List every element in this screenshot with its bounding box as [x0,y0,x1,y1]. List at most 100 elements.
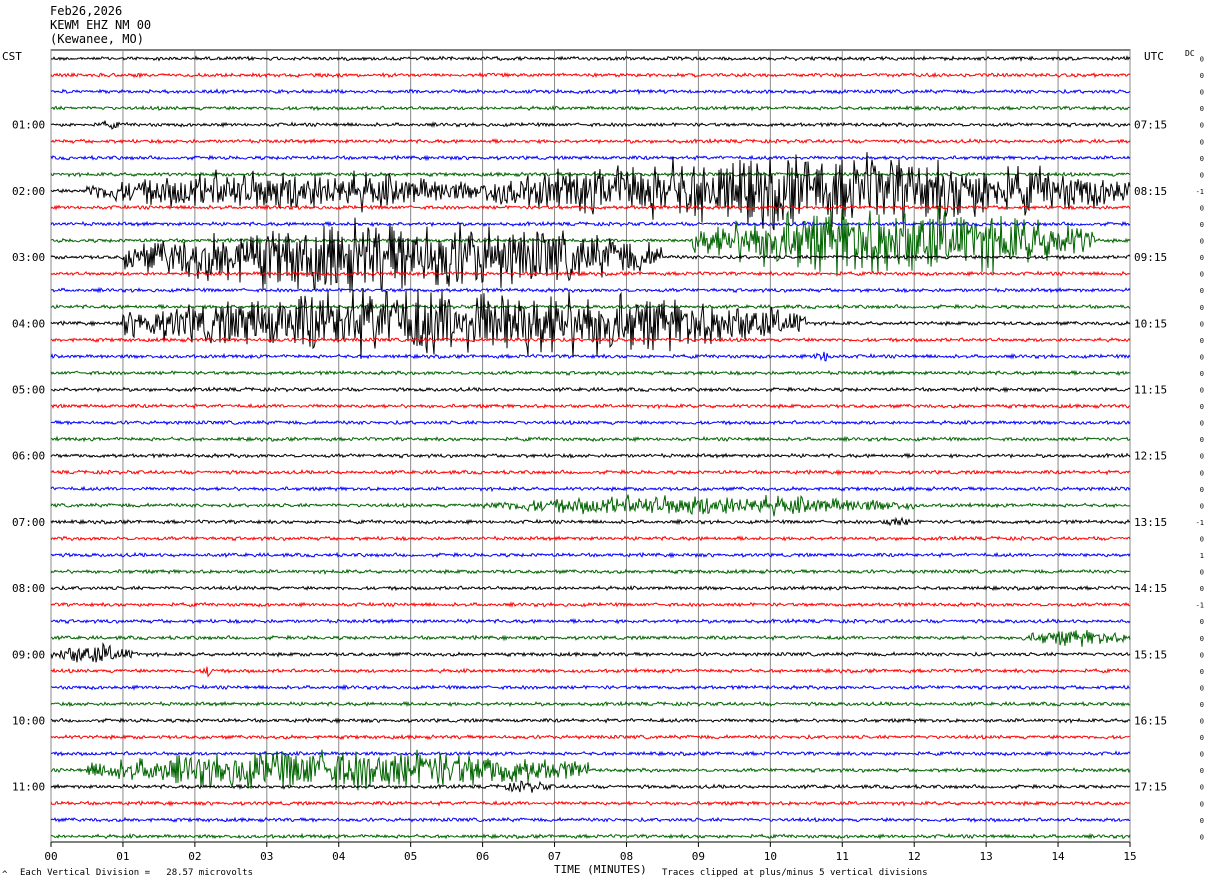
dc-offset-value: 0 [1200,72,1204,80]
x-tick-label: 10 [764,850,777,863]
seismic-trace [50,203,1131,211]
seismic-trace [50,369,1131,377]
cst-hour-label: 09:00 [12,648,45,661]
dc-offset-value: 0 [1200,718,1204,726]
x-tick-label: 04 [332,850,346,863]
cst-hour-label: 11:00 [12,781,45,794]
seismic-traces [50,55,1131,840]
seismic-trace [50,351,1131,362]
utc-hour-label: 16:15 [1134,715,1167,728]
x-tick-label: 11 [836,850,849,863]
seismic-trace [50,780,1130,793]
x-tick-label: 01 [116,850,129,863]
seismic-trace [50,750,1131,757]
clip-note: Traces clipped at plus/minus 5 vertical … [662,868,928,878]
dc-offset-value: 0 [1200,271,1204,279]
x-tick-label: 15 [1123,850,1136,863]
seismic-trace [50,584,1131,592]
dc-offset-value: 0 [1200,436,1204,444]
dc-offset-value: 0 [1200,585,1204,593]
seismic-trace [50,220,1131,228]
seismic-trace [50,288,1131,360]
seismic-trace [50,816,1131,823]
utc-hour-label: 17:15 [1134,781,1167,794]
seismic-trace [50,601,1131,609]
utc-hour-label: 14:15 [1134,582,1167,595]
cst-hour-label: 02:00 [12,185,45,198]
dc-offset-value: 0 [1200,204,1204,212]
dc-offset-value: 0 [1200,684,1204,692]
cst-hour-label: 04:00 [12,317,45,330]
seismic-trace [50,485,1131,493]
dc-offset-value: 0 [1200,635,1204,643]
utc-hour-label: 10:15 [1134,317,1167,330]
seismic-trace [50,630,1131,647]
dc-offset-value: 0 [1200,569,1204,577]
x-tick-label: 05 [404,850,417,863]
plot-frame [50,49,1131,843]
x-tick-label: 08 [620,850,633,863]
dc-offset-value: 0 [1200,420,1204,428]
seismic-trace [50,286,1131,294]
dc-offset-value: -1 [1196,602,1204,610]
seismic-trace [50,419,1131,426]
dc-offset-value: 0 [1200,668,1204,676]
seismic-trace [50,832,1131,840]
station-label: KEWM EHZ NM 00 [50,18,152,32]
seismic-trace [50,137,1131,145]
dc-offset-value: 0 [1200,171,1204,179]
x-tick-label: 13 [980,850,993,863]
dc-offset-value: 0 [1200,89,1204,97]
cst-hour-label: 06:00 [12,450,45,463]
utc-hour-label: 07:15 [1134,119,1167,132]
dc-offset-value: 0 [1200,734,1204,742]
dc-offset-value: 0 [1200,486,1204,494]
dc-offset-value: 0 [1200,56,1204,64]
seismic-trace [50,402,1131,410]
utc-hour-label: 08:15 [1134,185,1167,198]
dc-offset-labels: 0 0 0 0 0 0 0 0 -1 0 0 0 0 0 0 0 0 0 0 0 0 0 0 0 0 0 0 0 -1 0 1 0 0 -1 0 0 0… [1196,56,1204,842]
dc-offset-value: 0 [1200,535,1204,543]
seismic-trace [50,749,1131,791]
seismic-trace [50,171,1131,178]
scale-note: Each Vertical Division = 28.57 microvolt… [20,868,253,878]
seismic-trace [51,435,1131,443]
utc-hour-label: 15:15 [1134,648,1167,661]
seismic-trace [50,386,1131,394]
dc-offset-value: 0 [1200,767,1204,775]
dc-offset-value: 0 [1200,469,1204,477]
hour-labels: 01:00 02:00 03:00 04:00 05:00 06:00 07:00 08:00… [12,119,1167,794]
x-tick-label: 07 [548,850,561,863]
x-tick-label: 09 [692,850,705,863]
dc-offset-value: 0 [1200,320,1204,328]
seismic-trace [50,270,1131,278]
dc-offset-value: 0 [1200,155,1204,163]
dc-offset-value: 1 [1200,552,1204,560]
seismic-trace [50,154,1131,162]
seismic-trace [50,494,1131,517]
seismic-trace [50,642,1131,663]
dc-offset-value: 0 [1200,238,1204,246]
seismic-trace [50,55,1131,62]
x-tick-label: 12 [908,850,921,863]
dc-offset-value: 0 [1200,701,1204,709]
x-axis-title: TIME (MINUTES) [554,863,647,876]
dc-offset-value: -1 [1196,519,1204,527]
dc-offset-value: -1 [1196,188,1204,196]
seismic-trace [50,217,1131,293]
dc-offset-value: 0 [1200,833,1204,841]
dc-offset-value: 0 [1200,751,1204,759]
seismic-trace [50,88,1131,96]
dc-offset-value: 0 [1200,304,1204,312]
seismic-trace [50,733,1131,741]
dc-offset-value: 0 [1200,254,1204,262]
seismic-trace [50,700,1131,708]
corner-mark: ^ [2,870,8,880]
dc-offset-value: 0 [1200,287,1204,295]
cst-hour-label: 10:00 [12,715,45,728]
seismic-trace [50,152,1131,231]
dc-offset-value: 0 [1200,105,1204,113]
x-tick-label: 03 [260,850,273,863]
dc-offset-value: 0 [1200,800,1204,808]
seismic-trace [50,799,1131,807]
